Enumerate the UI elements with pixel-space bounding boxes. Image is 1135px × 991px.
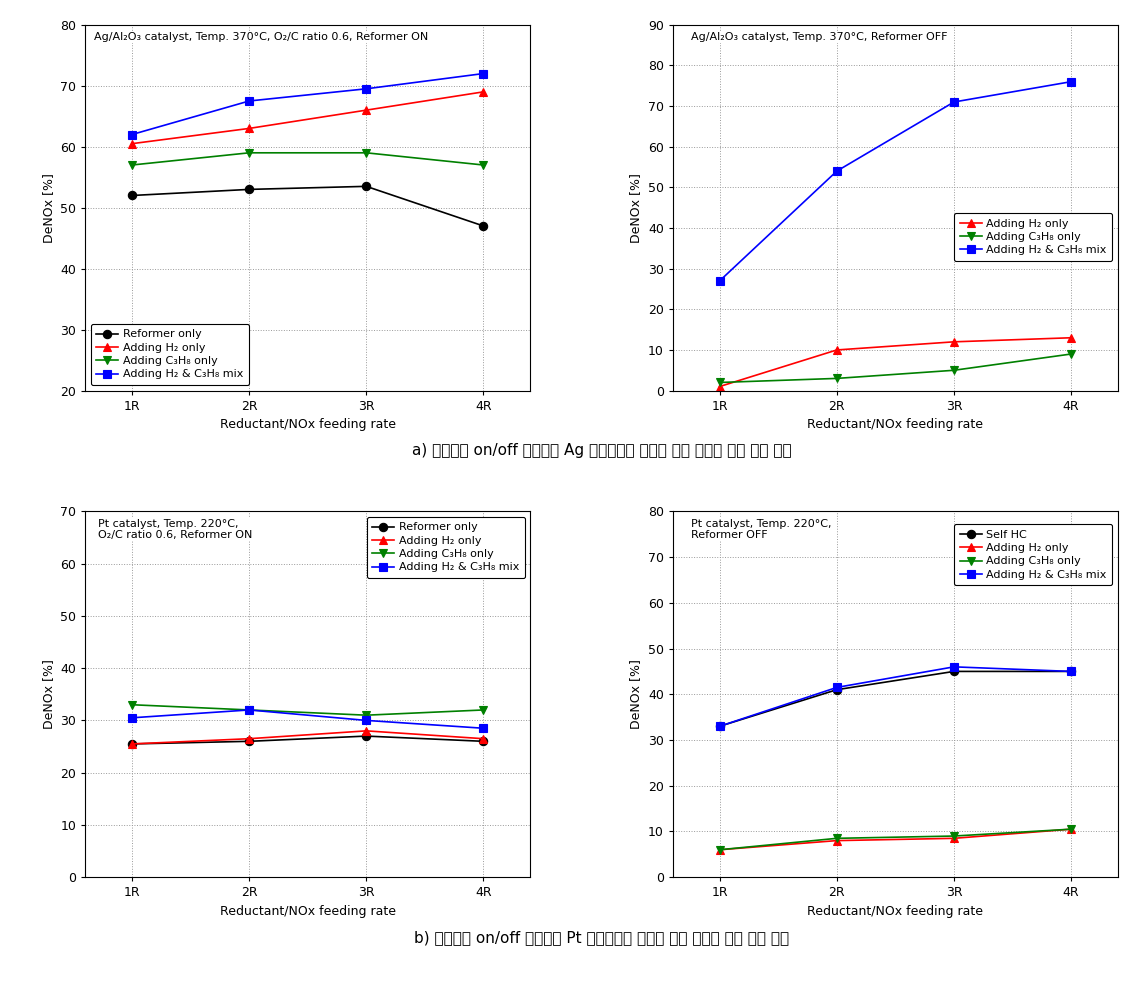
Adding H₂ only xyxy=(830,834,843,846)
Adding H₂ only xyxy=(125,138,138,150)
Adding H₂ only xyxy=(477,732,490,744)
Adding C₃H₈ only xyxy=(477,704,490,716)
Adding H₂ & C₃H₈ mix xyxy=(477,722,490,734)
Adding C₃H₈ only xyxy=(477,160,490,171)
Line: Adding H₂ only: Adding H₂ only xyxy=(128,87,488,148)
Legend: Reformer only, Adding H₂ only, Adding C₃H₈ only, Adding H₂ & C₃H₈ mix: Reformer only, Adding H₂ only, Adding C₃… xyxy=(91,324,249,385)
Text: Pt catalyst, Temp. 220°C,
Reformer OFF: Pt catalyst, Temp. 220°C, Reformer OFF xyxy=(690,518,831,540)
Adding C₃H₈ only xyxy=(125,699,138,711)
Adding C₃H₈ only xyxy=(125,160,138,171)
X-axis label: Reductant/NOx feeding rate: Reductant/NOx feeding rate xyxy=(807,905,983,918)
Adding C₃H₈ only xyxy=(360,710,373,721)
Line: Adding H₂ & C₃H₈ mix: Adding H₂ & C₃H₈ mix xyxy=(128,69,488,139)
Adding H₂ & C₃H₈ mix xyxy=(360,83,373,95)
Y-axis label: DeNOx [%]: DeNOx [%] xyxy=(629,172,642,243)
Line: Adding C₃H₈ only: Adding C₃H₈ only xyxy=(128,149,488,169)
Reformer only xyxy=(360,730,373,742)
Line: Adding H₂ & C₃H₈ mix: Adding H₂ & C₃H₈ mix xyxy=(128,706,488,732)
Line: Self HC: Self HC xyxy=(715,667,1075,730)
Adding C₃H₈ only xyxy=(830,373,843,385)
Adding H₂ & C₃H₈ mix xyxy=(243,95,257,107)
Line: Adding H₂ & C₃H₈ mix: Adding H₂ & C₃H₈ mix xyxy=(715,77,1075,285)
Y-axis label: DeNOx [%]: DeNOx [%] xyxy=(42,172,54,243)
Text: b) 플라즈마 on/off 조건에서 Pt 촉매에서의 환원제 공급 방식에 따른 탈질 효과: b) 플라즈마 on/off 조건에서 Pt 촉매에서의 환원제 공급 방식에 … xyxy=(414,931,789,945)
Adding H₂ & C₃H₈ mix xyxy=(947,661,960,673)
Legend: Adding H₂ only, Adding C₃H₈ only, Adding H₂ & C₃H₈ mix: Adding H₂ only, Adding C₃H₈ only, Adding… xyxy=(955,213,1112,261)
Adding H₂ & C₃H₈ mix xyxy=(360,715,373,726)
Adding H₂ & C₃H₈ mix xyxy=(830,682,843,694)
Adding H₂ & C₃H₈ mix xyxy=(830,165,843,177)
Adding H₂ only xyxy=(1065,824,1078,835)
Text: Ag/Al₂O₃ catalyst, Temp. 370°C, O₂/C ratio 0.6, Reformer ON: Ag/Al₂O₃ catalyst, Temp. 370°C, O₂/C rat… xyxy=(94,32,428,42)
Adding C₃H₈ only xyxy=(713,843,726,855)
Adding H₂ only xyxy=(947,336,960,348)
X-axis label: Reductant/NOx feeding rate: Reductant/NOx feeding rate xyxy=(220,905,396,918)
Line: Adding C₃H₈ only: Adding C₃H₈ only xyxy=(715,826,1075,854)
Adding C₃H₈ only xyxy=(713,377,726,388)
X-axis label: Reductant/NOx feeding rate: Reductant/NOx feeding rate xyxy=(220,418,396,431)
Adding C₃H₈ only xyxy=(1065,348,1078,360)
Line: Adding C₃H₈ only: Adding C₃H₈ only xyxy=(715,350,1075,386)
Adding C₃H₈ only xyxy=(360,147,373,159)
Adding H₂ & C₃H₈ mix xyxy=(125,129,138,141)
Adding C₃H₈ only xyxy=(1065,824,1078,835)
Y-axis label: DeNOx [%]: DeNOx [%] xyxy=(42,659,54,729)
Reformer only xyxy=(477,735,490,747)
Y-axis label: DeNOx [%]: DeNOx [%] xyxy=(629,659,642,729)
Self HC xyxy=(1065,666,1078,678)
Adding H₂ only xyxy=(713,843,726,855)
Self HC xyxy=(713,720,726,732)
Reformer only xyxy=(125,738,138,750)
Adding H₂ & C₃H₈ mix xyxy=(1065,666,1078,678)
Line: Reformer only: Reformer only xyxy=(128,732,488,748)
Adding H₂ & C₃H₈ mix xyxy=(477,67,490,79)
Adding C₃H₈ only xyxy=(243,147,257,159)
Line: Adding H₂ only: Adding H₂ only xyxy=(715,334,1075,390)
Adding H₂ & C₃H₈ mix xyxy=(243,704,257,716)
Line: Adding H₂ & C₃H₈ mix: Adding H₂ & C₃H₈ mix xyxy=(715,663,1075,730)
Self HC xyxy=(830,684,843,696)
Adding H₂ & C₃H₈ mix xyxy=(1065,75,1078,87)
Adding C₃H₈ only xyxy=(830,832,843,844)
Adding H₂ & C₃H₈ mix xyxy=(713,720,726,732)
Adding H₂ & C₃H₈ mix xyxy=(125,712,138,723)
Adding C₃H₈ only xyxy=(947,365,960,377)
Reformer only xyxy=(477,220,490,232)
Line: Adding H₂ only: Adding H₂ only xyxy=(715,826,1075,854)
X-axis label: Reductant/NOx feeding rate: Reductant/NOx feeding rate xyxy=(807,418,983,431)
Adding H₂ only xyxy=(713,381,726,392)
Reformer only xyxy=(360,180,373,192)
Text: a) 플라즈마 on/off 조건에서 Ag 촉매에서의 환원제 공급 방식에 따른 탈질 효과: a) 플라즈마 on/off 조건에서 Ag 촉매에서의 환원제 공급 방식에 … xyxy=(412,444,791,459)
Reformer only xyxy=(243,183,257,195)
Self HC xyxy=(947,666,960,678)
Adding H₂ only xyxy=(360,725,373,737)
Reformer only xyxy=(243,735,257,747)
Line: Reformer only: Reformer only xyxy=(128,182,488,230)
Adding C₃H₈ only xyxy=(947,830,960,842)
Adding H₂ & C₃H₈ mix xyxy=(713,275,726,286)
Adding C₃H₈ only xyxy=(243,704,257,716)
Legend: Reformer only, Adding H₂ only, Adding C₃H₈ only, Adding H₂ & C₃H₈ mix: Reformer only, Adding H₂ only, Adding C₃… xyxy=(367,517,524,578)
Text: Ag/Al₂O₃ catalyst, Temp. 370°C, Reformer OFF: Ag/Al₂O₃ catalyst, Temp. 370°C, Reformer… xyxy=(690,32,947,42)
Line: Adding C₃H₈ only: Adding C₃H₈ only xyxy=(128,701,488,719)
Line: Adding H₂ only: Adding H₂ only xyxy=(128,726,488,748)
Reformer only xyxy=(125,189,138,201)
Adding H₂ only xyxy=(947,832,960,844)
Adding H₂ only xyxy=(243,123,257,135)
Adding H₂ & C₃H₈ mix xyxy=(947,96,960,108)
Adding H₂ only xyxy=(477,86,490,98)
Adding H₂ only xyxy=(830,344,843,356)
Adding H₂ only xyxy=(1065,332,1078,344)
Legend: Self HC, Adding H₂ only, Adding C₃H₈ only, Adding H₂ & C₃H₈ mix: Self HC, Adding H₂ only, Adding C₃H₈ onl… xyxy=(955,524,1112,586)
Text: Pt catalyst, Temp. 220°C,
O₂/C ratio 0.6, Reformer ON: Pt catalyst, Temp. 220°C, O₂/C ratio 0.6… xyxy=(99,518,253,540)
Adding H₂ only xyxy=(360,104,373,116)
Adding H₂ only xyxy=(125,738,138,750)
Adding H₂ only xyxy=(243,732,257,744)
